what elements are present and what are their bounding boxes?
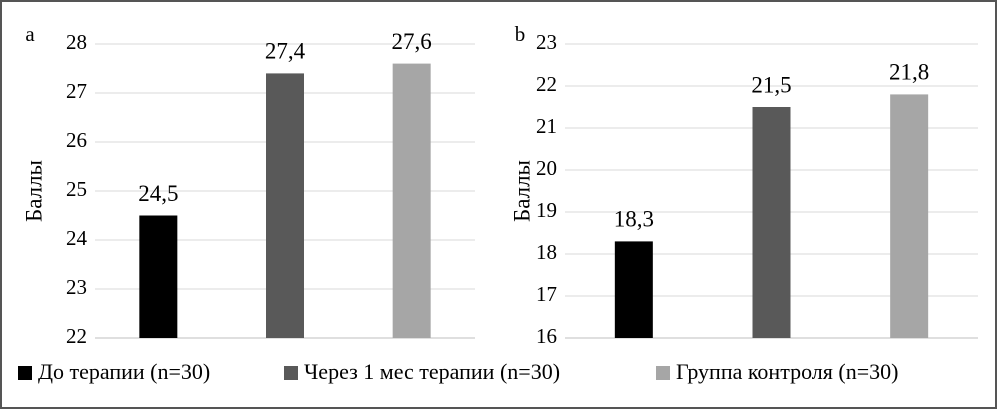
y-tick-label: 27 <box>66 79 87 103</box>
y-tick-label: 22 <box>66 324 87 348</box>
data-label: 27,6 <box>392 29 432 54</box>
y-tick-label: 22 <box>536 72 557 96</box>
legend-swatch <box>656 366 670 380</box>
bar <box>752 107 791 338</box>
bar <box>266 73 304 339</box>
data-label: 21,5 <box>751 72 791 97</box>
y-tick-label: 24 <box>66 226 88 250</box>
y-axis-label: Баллы <box>21 160 46 222</box>
data-label: 27,4 <box>265 39 306 64</box>
bar <box>139 215 178 338</box>
legend-entry: До терапии (n=30) <box>38 359 210 384</box>
y-tick-label: 18 <box>536 240 557 264</box>
data-label: 18,3 <box>614 207 654 232</box>
y-tick-label: 21 <box>536 114 557 138</box>
data-label: 21,8 <box>889 60 929 85</box>
y-tick-label: 28 <box>66 30 87 54</box>
legend-swatch <box>284 366 298 380</box>
y-axis-label: Баллы <box>509 160 534 222</box>
bar <box>890 94 929 339</box>
y-tick-label: 23 <box>536 30 557 54</box>
y-tick-label: 16 <box>536 324 557 348</box>
data-label: 24,5 <box>138 181 178 206</box>
y-tick-label: 23 <box>66 275 87 299</box>
legend-entry: Группа контроля (n=30) <box>676 359 898 384</box>
legend-swatch <box>18 366 32 380</box>
bar <box>392 63 431 338</box>
y-tick-label: 20 <box>536 156 557 180</box>
panel-label: b <box>515 22 526 46</box>
y-tick-label: 25 <box>66 177 87 201</box>
y-tick-label: 19 <box>536 198 557 222</box>
panel-label: a <box>25 22 35 46</box>
bar <box>614 241 653 338</box>
legend-entry: Через 1 мес терапии (n=30) <box>304 359 560 384</box>
y-tick-label: 17 <box>536 282 557 306</box>
y-tick-label: 26 <box>66 128 87 152</box>
